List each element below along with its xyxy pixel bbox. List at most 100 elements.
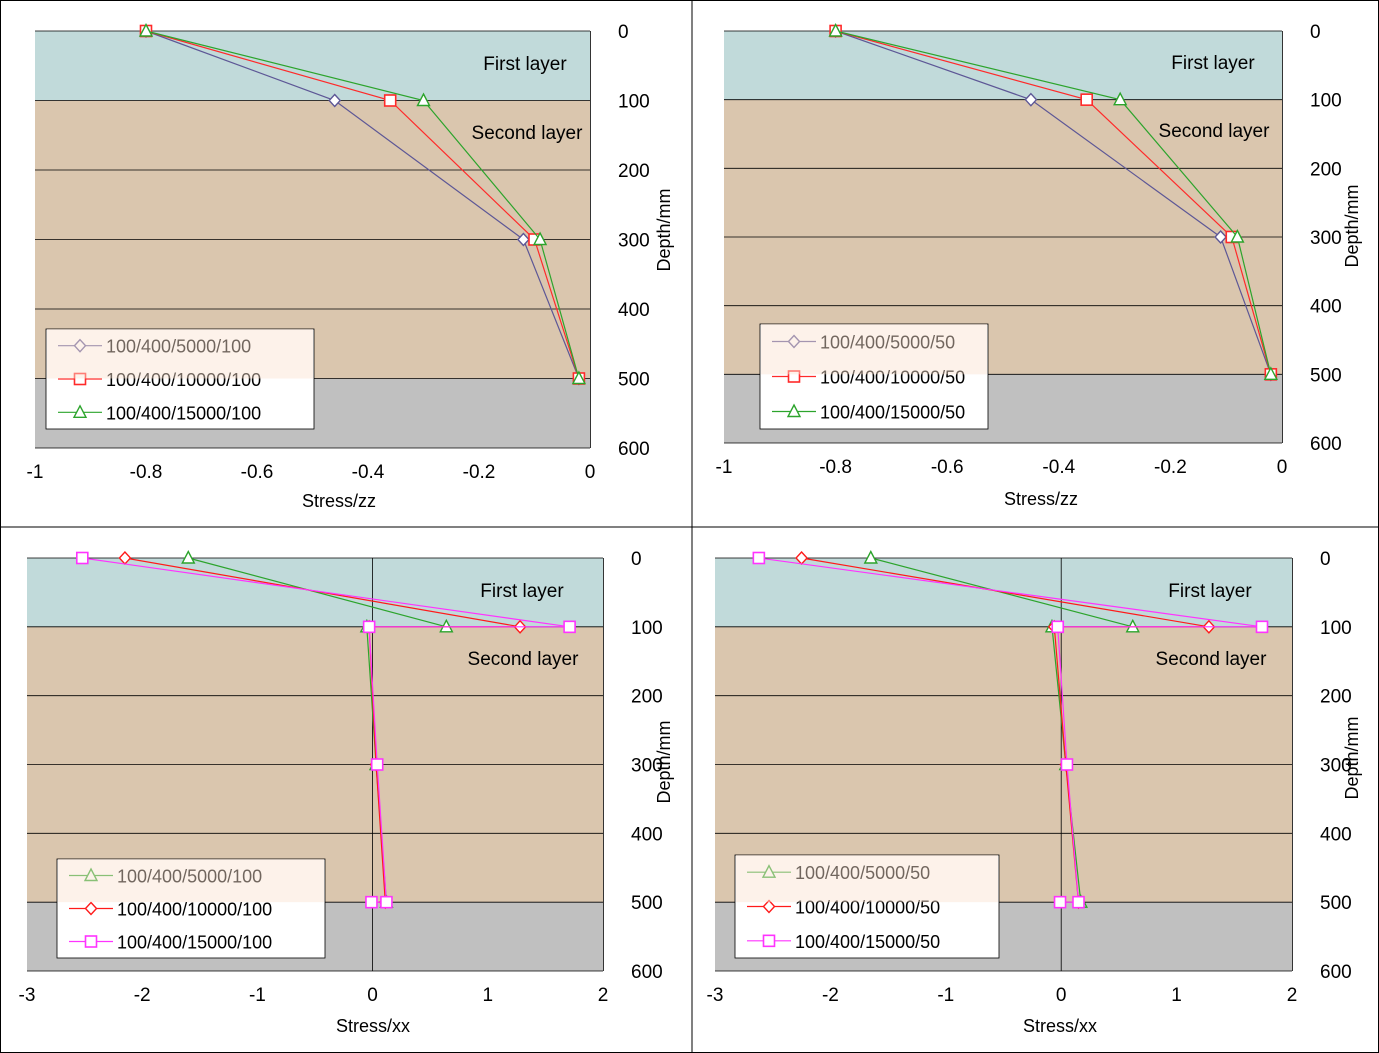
data-point xyxy=(181,549,196,564)
legend-marker xyxy=(761,864,777,878)
series-3 xyxy=(752,551,1269,909)
legend-marker xyxy=(84,901,98,916)
series-line xyxy=(835,30,1272,375)
legend-layer-tint xyxy=(761,324,987,375)
y-axis-title: Depth/mm xyxy=(1342,184,1362,267)
x-tick-label: -0.6 xyxy=(931,457,964,478)
legend-label: 100/400/5000/100 xyxy=(106,337,251,357)
layer-label-second: Second layer xyxy=(472,123,584,144)
series-line xyxy=(835,30,1272,375)
legend-marker xyxy=(787,370,801,383)
x-tick-label: 0 xyxy=(367,985,378,1006)
layer-band-1 xyxy=(724,31,1282,100)
y-axis-title: Depth/mm xyxy=(654,720,674,803)
y-tick-label: 600 xyxy=(1320,962,1352,983)
legend-label: 100/400/5000/100 xyxy=(117,867,262,887)
data-point xyxy=(138,22,154,37)
data-point xyxy=(1230,228,1245,243)
data-point xyxy=(1060,758,1074,771)
y-tick-label: 400 xyxy=(631,824,663,845)
legend-label: 100/400/5000/50 xyxy=(820,333,955,353)
legend-label: 100/400/15000/50 xyxy=(820,403,965,423)
y-tick-label: 400 xyxy=(1320,824,1352,845)
legend-layer-tint xyxy=(47,329,313,379)
legend-marker xyxy=(73,338,87,353)
legend-marker xyxy=(84,935,98,948)
x-tick-label: 2 xyxy=(598,985,609,1006)
data-point xyxy=(1125,618,1140,633)
legend-label: 100/400/5000/50 xyxy=(795,863,930,883)
layer-label-first: First layer xyxy=(480,581,564,602)
legend: 100/400/5000/50 100/400/10000/50 100/400/1… xyxy=(734,854,1000,959)
x-tick-label: 1 xyxy=(483,985,494,1006)
y-tick-label: 400 xyxy=(618,300,650,321)
y-tick-label: 300 xyxy=(631,756,663,777)
y-tick-label: 100 xyxy=(618,92,650,113)
x-axis-title: Stress/zz xyxy=(1004,489,1078,509)
data-point xyxy=(1024,92,1038,107)
layer-label-first: First layer xyxy=(1168,581,1252,602)
data-point xyxy=(1053,895,1067,909)
x-tick-label: 2 xyxy=(1287,985,1298,1006)
legend: 100/400/5000/100 100/400/10000/100 100/400… xyxy=(56,858,326,959)
legend-marker xyxy=(72,404,88,419)
layer-label-first: First layer xyxy=(483,54,567,75)
y-tick-label: 500 xyxy=(1320,893,1352,914)
layer-band-1 xyxy=(27,558,603,627)
data-point xyxy=(75,551,89,565)
x-tick-label: -1 xyxy=(716,457,733,478)
x-tick-label: 1 xyxy=(1171,985,1182,1006)
x-axis-title: Stress/zz xyxy=(302,491,376,511)
data-point xyxy=(516,232,530,247)
data-point xyxy=(532,231,548,246)
data-point xyxy=(328,93,342,108)
y-tick-label: 200 xyxy=(631,687,663,708)
layer-label-second: Second layer xyxy=(1156,649,1268,670)
legend-label: 100/400/10000/100 xyxy=(117,900,272,920)
legend-layer-tint xyxy=(58,859,324,903)
x-tick-label: 0 xyxy=(1277,457,1288,478)
data-point xyxy=(563,620,576,634)
y-tick-label: 500 xyxy=(618,370,650,391)
data-point xyxy=(863,549,878,564)
legend-layer-tint xyxy=(736,855,998,903)
series-3 xyxy=(138,22,587,385)
x-tick-label: -0.2 xyxy=(1154,457,1187,478)
chart-panel-3: 0 100 200 300 400 500 600 -3 -2 -1 0 1 2 Stress/xx Dep… xyxy=(19,549,674,1036)
data-point xyxy=(362,620,376,634)
data-point xyxy=(383,94,397,107)
layer-label-first: First layer xyxy=(1171,53,1255,74)
data-point xyxy=(1263,366,1278,381)
data-point xyxy=(416,92,431,107)
y-tick-label: 300 xyxy=(1320,756,1352,777)
y-tick-label: 100 xyxy=(1310,91,1342,112)
chart-panel-2: 0 100 200 300 400 500 600 -1 -0.8 -0.6 -0.4 -0.2 0 St… xyxy=(716,22,1362,509)
y-tick-label: 600 xyxy=(631,962,663,983)
x-tick-label: -0.8 xyxy=(819,457,852,478)
data-point xyxy=(370,758,384,771)
legend-marker xyxy=(762,934,776,948)
layer-label-second: Second layer xyxy=(468,649,580,670)
data-point xyxy=(1051,620,1065,634)
y-tick-label: 200 xyxy=(1310,159,1342,180)
x-tick-label: -0.6 xyxy=(241,462,274,483)
x-tick-label: -1 xyxy=(937,985,954,1006)
x-tick-label: -1 xyxy=(27,462,44,483)
y-tick-label: 200 xyxy=(618,161,650,182)
y-tick-label: 600 xyxy=(1310,434,1342,455)
legend-marker xyxy=(73,372,87,386)
x-tick-label: 0 xyxy=(1056,985,1067,1006)
data-point xyxy=(1255,620,1269,634)
legend-label: 100/400/10000/50 xyxy=(820,368,965,388)
data-point xyxy=(1072,895,1085,909)
x-tick-label: -0.8 xyxy=(130,462,163,483)
data-point xyxy=(828,22,843,37)
legend: 100/400/5000/100 100/400/10000/100 100/400… xyxy=(45,328,315,430)
y-tick-label: 0 xyxy=(618,22,629,43)
data-point xyxy=(380,895,393,909)
legend-label: 100/400/15000/50 xyxy=(795,932,940,952)
x-tick-label: -0.4 xyxy=(352,462,385,483)
y-tick-label: 0 xyxy=(631,549,642,570)
legend-label: 100/400/15000/100 xyxy=(117,933,272,953)
